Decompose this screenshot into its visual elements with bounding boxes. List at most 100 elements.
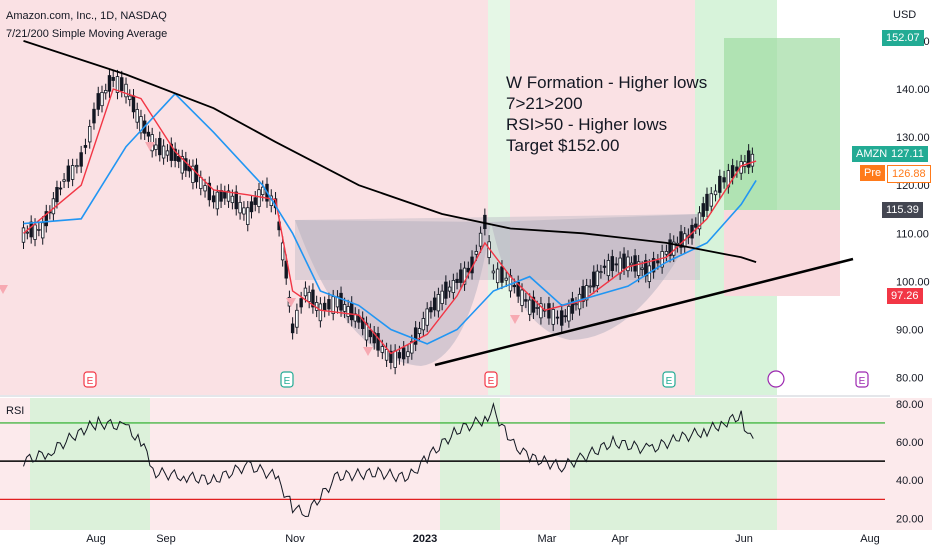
stop-box (724, 210, 840, 296)
annotation-line-2: 7>21>200 (506, 94, 583, 113)
sell-signal-triangle (145, 142, 155, 151)
candle-body (120, 77, 124, 92)
candle-body (215, 191, 220, 210)
candle-body (455, 278, 459, 284)
candle-body (158, 137, 162, 156)
candle-body (626, 256, 630, 272)
candle-body (88, 126, 92, 143)
dividend-lightning-icon[interactable] (767, 370, 785, 388)
candle-body (284, 260, 288, 279)
candle-body (429, 307, 433, 313)
candle-body (37, 228, 41, 231)
price-tick-label: 90.00 (896, 324, 924, 336)
rsi-tick-label: 20.00 (896, 513, 924, 525)
time-axis[interactable]: Aug Sep Nov 2023 Mar Apr Jun Aug (86, 533, 880, 545)
candle-body (444, 281, 448, 299)
earnings-badge-label: E (488, 376, 495, 387)
candle-body (718, 175, 722, 193)
pre-label-tag: Pre (860, 165, 886, 181)
candle-body (350, 302, 354, 321)
candle-body (570, 298, 575, 314)
earnings-badge[interactable] (662, 371, 676, 388)
candle-body (238, 201, 242, 214)
candle-body (327, 299, 331, 310)
candle-body (203, 185, 207, 192)
sma-21-line (23, 92, 757, 345)
candle-body (280, 242, 285, 261)
candle-body (462, 267, 467, 285)
time-tick-label: Aug (86, 533, 106, 545)
candle-body (295, 309, 299, 328)
candle-body (421, 318, 426, 331)
candle-body (384, 349, 389, 361)
candle-body (567, 305, 571, 322)
candle-body (62, 179, 66, 182)
candle-body (79, 152, 83, 167)
candle-body (478, 232, 483, 247)
candle-body (307, 291, 311, 302)
last-price-tag: 127.11 (887, 146, 928, 162)
candle-body (318, 303, 323, 322)
candles-layer (21, 68, 755, 375)
stop-price-tag: 97.26 (887, 288, 923, 304)
earnings-badge[interactable] (280, 371, 294, 388)
earnings-badge-label: E (666, 376, 673, 387)
candle-body (21, 227, 26, 243)
candle-body (234, 191, 238, 210)
candle-body (713, 190, 718, 196)
earnings-badge[interactable] (484, 371, 498, 388)
candle-body (249, 201, 254, 213)
candle-body (100, 92, 104, 107)
rsi-label: RSI (6, 405, 25, 417)
candle-body (223, 191, 227, 199)
candle-body (96, 93, 100, 110)
candle-body (581, 285, 585, 302)
candle-body (560, 310, 564, 326)
candle-body (135, 109, 139, 123)
candle-body (55, 187, 59, 203)
candle-body (746, 150, 751, 168)
earnings-badge[interactable] (855, 371, 869, 388)
candle-body (709, 193, 713, 207)
candle-body (33, 224, 37, 240)
candle-body (342, 304, 347, 312)
candle-body (242, 207, 246, 215)
candle-body (331, 296, 335, 314)
candle-body (705, 193, 709, 211)
pre-price-tag: 126.88 (887, 165, 931, 183)
candle-body (128, 95, 132, 100)
candle-body (459, 269, 463, 283)
candle-body (595, 270, 600, 286)
ticker-tag: AMZN (852, 146, 892, 162)
time-tick-label: Sep (156, 533, 176, 545)
price-tick-label: 140.00 (896, 84, 930, 96)
candle-body (539, 303, 543, 319)
rsi-axis[interactable]: 20.00 40.00 60.00 80.00 (0, 399, 924, 526)
candle-body (290, 323, 295, 334)
candle-body (376, 333, 380, 351)
candle-body (474, 251, 479, 255)
candle-body (211, 195, 216, 203)
candle-body (606, 260, 611, 277)
rsi-zone-green-3 (570, 398, 777, 530)
candle-body (697, 212, 702, 230)
candle-body (83, 145, 88, 148)
candle-body (44, 211, 48, 227)
candle-body (436, 294, 441, 312)
time-tick-label: Aug (860, 533, 880, 545)
candle-body (360, 317, 365, 329)
rsi-tick-label: 80.00 (896, 399, 924, 411)
earnings-badge-label: E (859, 376, 866, 387)
target-box (724, 38, 840, 210)
candle-body (154, 144, 158, 150)
trend-line[interactable] (434, 257, 854, 367)
candle-body (614, 263, 618, 266)
mid-price-tag: 115.39 (882, 202, 923, 218)
candle-body (169, 143, 174, 161)
candle-body (584, 285, 589, 301)
candle-body (610, 256, 614, 272)
candle-body (180, 156, 184, 174)
earnings-badge[interactable] (83, 371, 97, 388)
annotation-line-4: Target $152.00 (506, 136, 620, 155)
